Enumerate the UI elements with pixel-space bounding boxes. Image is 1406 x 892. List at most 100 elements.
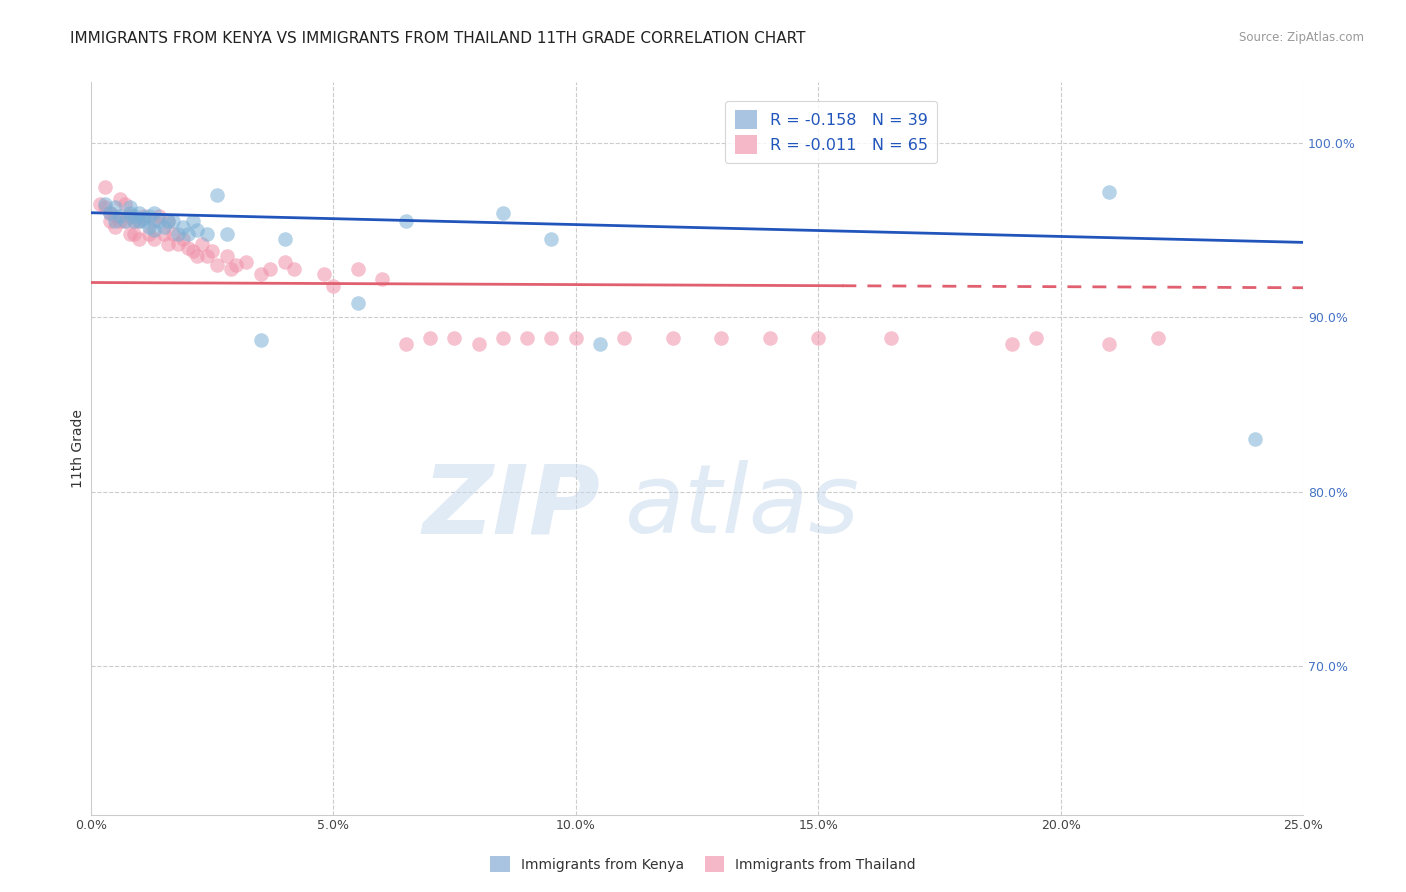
- Text: ZIP: ZIP: [422, 460, 600, 553]
- Point: [152, 227, 174, 241]
- Point: [114, 214, 136, 228]
- Point: [98, 205, 121, 219]
- Point: [371, 272, 394, 286]
- Point: [177, 241, 200, 255]
- Text: IMMIGRANTS FROM KENYA VS IMMIGRANTS FROM THAILAND 11TH GRADE CORRELATION CHART: IMMIGRANTS FROM KENYA VS IMMIGRANTS FROM…: [70, 31, 806, 46]
- Point: [249, 267, 271, 281]
- Point: [283, 261, 305, 276]
- Point: [1098, 185, 1121, 199]
- Point: [259, 261, 281, 276]
- Point: [540, 331, 562, 345]
- Point: [124, 214, 146, 228]
- Point: [205, 258, 228, 272]
- Point: [142, 223, 165, 237]
- Point: [195, 249, 218, 263]
- Point: [419, 331, 441, 345]
- Point: [128, 214, 150, 228]
- Point: [148, 209, 170, 223]
- Point: [312, 267, 335, 281]
- Point: [346, 296, 368, 310]
- Point: [114, 197, 136, 211]
- Point: [138, 227, 160, 241]
- Point: [1001, 336, 1024, 351]
- Point: [162, 214, 184, 228]
- Point: [134, 209, 156, 223]
- Point: [94, 197, 117, 211]
- Point: [104, 201, 127, 215]
- Point: [124, 209, 146, 223]
- Point: [118, 227, 141, 241]
- Point: [94, 201, 117, 215]
- Point: [157, 214, 180, 228]
- Point: [138, 219, 160, 234]
- Point: [89, 197, 111, 211]
- Point: [114, 214, 136, 228]
- Point: [177, 227, 200, 241]
- Point: [346, 261, 368, 276]
- Point: [201, 244, 224, 259]
- Point: [172, 219, 194, 234]
- Point: [1025, 331, 1047, 345]
- Point: [225, 258, 247, 272]
- Point: [157, 214, 180, 228]
- Point: [124, 227, 146, 241]
- Point: [162, 227, 184, 241]
- Point: [152, 219, 174, 234]
- Point: [235, 254, 257, 268]
- Point: [492, 205, 515, 219]
- Point: [181, 214, 204, 228]
- Point: [322, 279, 344, 293]
- Point: [104, 209, 127, 223]
- Point: [94, 179, 117, 194]
- Point: [710, 331, 733, 345]
- Point: [142, 232, 165, 246]
- Point: [1243, 433, 1265, 447]
- Point: [124, 214, 146, 228]
- Point: [540, 232, 562, 246]
- Legend: R = -0.158   N = 39, R = -0.011   N = 65: R = -0.158 N = 39, R = -0.011 N = 65: [725, 101, 938, 163]
- Point: [108, 209, 131, 223]
- Point: [186, 223, 208, 237]
- Point: [148, 214, 170, 228]
- Point: [128, 232, 150, 246]
- Point: [516, 331, 538, 345]
- Point: [249, 333, 271, 347]
- Point: [142, 214, 165, 228]
- Point: [195, 227, 218, 241]
- Point: [807, 331, 830, 345]
- Point: [128, 214, 150, 228]
- Point: [191, 237, 214, 252]
- Point: [613, 331, 636, 345]
- Point: [134, 214, 156, 228]
- Point: [167, 227, 190, 241]
- Point: [215, 249, 238, 263]
- Point: [142, 205, 165, 219]
- Point: [492, 331, 515, 345]
- Point: [118, 205, 141, 219]
- Point: [98, 205, 121, 219]
- Point: [205, 188, 228, 202]
- Y-axis label: 11th Grade: 11th Grade: [72, 409, 86, 488]
- Point: [467, 336, 489, 351]
- Point: [167, 237, 190, 252]
- Point: [880, 331, 903, 345]
- Point: [758, 331, 780, 345]
- Point: [1098, 336, 1121, 351]
- Point: [108, 214, 131, 228]
- Point: [98, 214, 121, 228]
- Text: Source: ZipAtlas.com: Source: ZipAtlas.com: [1239, 31, 1364, 45]
- Point: [104, 219, 127, 234]
- Point: [118, 201, 141, 215]
- Point: [395, 214, 418, 228]
- Point: [118, 209, 141, 223]
- Text: atlas: atlas: [624, 460, 859, 553]
- Point: [186, 249, 208, 263]
- Point: [128, 205, 150, 219]
- Point: [138, 209, 160, 223]
- Point: [108, 192, 131, 206]
- Point: [221, 261, 243, 276]
- Point: [134, 211, 156, 225]
- Legend: Immigrants from Kenya, Immigrants from Thailand: Immigrants from Kenya, Immigrants from T…: [485, 851, 921, 878]
- Point: [661, 331, 683, 345]
- Point: [274, 254, 297, 268]
